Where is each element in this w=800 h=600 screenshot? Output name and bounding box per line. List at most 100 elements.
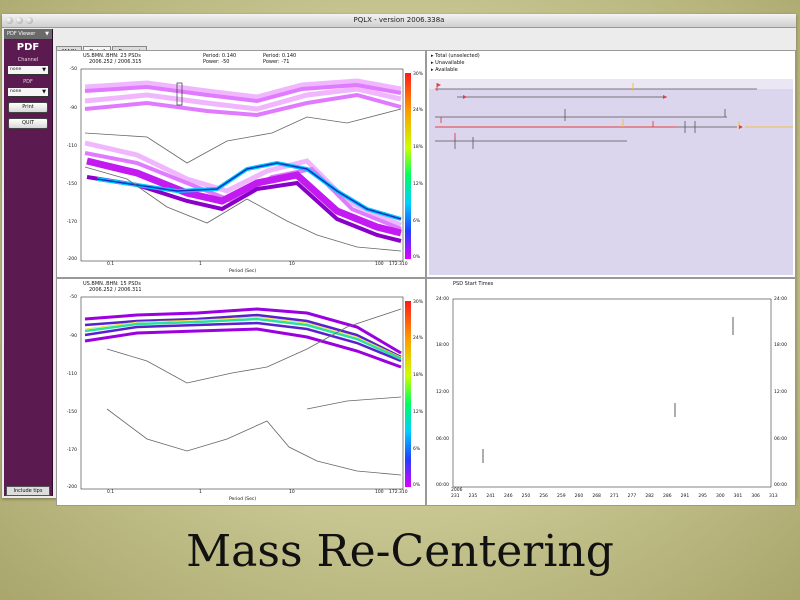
print-button[interactable]: Print: [8, 102, 48, 113]
scale-tick: 18%: [413, 373, 424, 378]
x-tick: 301: [733, 494, 743, 499]
date-range: 2006.252 / 2006.311: [89, 287, 142, 293]
y-tick-right: 12:00: [774, 390, 787, 395]
pdf-logo: PDF: [16, 42, 40, 53]
y-tick-left: 12:00: [436, 390, 449, 395]
y-tick-right: 00:00: [774, 483, 787, 488]
x-tick: 300: [716, 494, 725, 499]
plot-corner-label: 172.310: [389, 262, 408, 267]
availability-timeline: [429, 79, 793, 275]
slide-caption: Mass Re-Centering: [186, 526, 614, 577]
psd-plot-top[interactable]: US.BMN..BHN: 23 PSDs 2006.252 / 2006.315…: [56, 50, 426, 278]
station-label: US.BMN..BHN: 15 PSDs: [83, 281, 141, 287]
channel-value: none: [10, 67, 22, 72]
tab-bar: MAINDetailRecount: [56, 38, 148, 57]
color-scale-bar: [405, 73, 411, 259]
x-tick: 1: [199, 490, 202, 495]
period-readout: Period: 0.140: [203, 53, 237, 59]
scale-tick: 30%: [413, 72, 424, 77]
chevron-down-icon: ▼: [45, 31, 49, 37]
panel-title: PSD Start Times: [453, 281, 494, 287]
window-title: PQLX - version 2006.338a: [353, 16, 445, 24]
period-readout-2: Period: 0.140: [263, 53, 297, 59]
x-tick: 295: [698, 494, 707, 499]
scale-tick: 6%: [413, 219, 421, 224]
y-tick: -170: [66, 448, 77, 453]
psd-start-times-panel[interactable]: PSD Start Times 24:00 18:00 12:00 06:00 …: [426, 278, 796, 506]
pdf-viewer-menu[interactable]: PDF Viewer ▼: [4, 29, 52, 40]
psd-density-plot: [80, 296, 411, 490]
legend-label: Unavailable: [435, 60, 465, 66]
window-controls[interactable]: [6, 17, 36, 26]
y-tick: -50: [69, 295, 77, 300]
sidebar: PDF Viewer ▼ PDF Channel none ▼ PDF none…: [4, 29, 53, 496]
psd-density-plot: [80, 68, 411, 262]
x-tick: 246: [504, 494, 513, 499]
station-label: US.BMN..BHN: 23 PSDs: [83, 53, 141, 59]
y-tick: -200: [66, 485, 77, 490]
y-tick-left: 24:00: [436, 297, 449, 302]
x-tick: 100: [375, 262, 384, 267]
scale-tick: 0%: [413, 483, 421, 488]
plot-corner-label: 172.310: [389, 490, 408, 495]
x-tick-row: 231 235 241 246 250 256 259 260 268 271 277 282 286 2…: [451, 494, 778, 502]
y-tick-right: 18:00: [774, 343, 787, 348]
channel-select[interactable]: none ▼: [7, 65, 49, 75]
x-tick: 250: [521, 494, 531, 499]
y-tick-left: 06:00: [436, 437, 449, 442]
legend-item: ▸ Unavailable: [431, 60, 465, 66]
y-tick: -50: [69, 67, 77, 72]
x-tick: 271: [610, 494, 619, 499]
x-tick: 10: [289, 262, 295, 267]
power-readout-2: Power: -71: [263, 59, 290, 65]
y-tick-left: 18:00: [436, 343, 449, 348]
y-tick: -200: [66, 257, 77, 262]
y-tick: -90: [69, 334, 77, 339]
cursor-marker: [176, 82, 183, 106]
x-tick: 306: [751, 494, 760, 499]
x-axis-label: Period (Sec): [229, 497, 257, 502]
psd-mode-line: [84, 317, 402, 361]
x-tick: 259: [557, 494, 566, 499]
y-tick-right: 06:00: [774, 437, 787, 442]
pdf-viewer-label: PDF Viewer: [7, 31, 36, 37]
pdf-select[interactable]: none ▼: [7, 87, 49, 97]
channel-label: Channel: [17, 57, 39, 63]
quit-button[interactable]: QUIT: [8, 118, 48, 129]
help-button[interactable]: Include tips: [6, 486, 50, 496]
chevron-down-icon: ▼: [42, 89, 46, 95]
x-tick: 241: [486, 494, 495, 499]
y-tick: -170: [66, 220, 77, 225]
availability-panel[interactable]: ▸ Total (unselected) ▸ Unavailable ▸ Ava…: [426, 50, 796, 278]
x-tick: 277: [627, 494, 637, 499]
x-tick: 268: [592, 494, 601, 499]
scale-tick: 0%: [413, 255, 421, 260]
date-range: 2006.252 / 2006.315: [89, 59, 142, 65]
scale-tick: 24%: [413, 108, 424, 113]
legend-item: ▸ Total (unselected): [431, 53, 480, 59]
x-tick: 260: [574, 494, 584, 499]
scale-tick: 30%: [413, 300, 424, 305]
y-tick-left: 00:00: [436, 483, 449, 488]
scale-tick: 6%: [413, 447, 421, 452]
high-noise-model: [106, 308, 402, 384]
y-tick: -110: [66, 372, 77, 377]
x-tick: 291: [680, 494, 690, 499]
x-tick: 0.1: [107, 490, 115, 495]
legend-item: ▸ Available: [431, 67, 458, 73]
scale-tick: 12%: [413, 182, 424, 187]
start-times-plot: [452, 298, 772, 488]
low-noise-model: [106, 408, 402, 476]
x-tick: 286: [663, 494, 672, 499]
x-tick: 256: [539, 494, 548, 499]
x-tick: 1: [199, 262, 202, 267]
pdf-select-label: PDF: [23, 79, 33, 85]
color-scale-bar: [405, 301, 411, 487]
x-tick: 282: [645, 494, 654, 499]
power-readout: Power: -50: [203, 59, 230, 65]
x-tick: 0.1: [107, 262, 115, 267]
high-noise-model: [84, 108, 402, 164]
psd-plot-bottom[interactable]: US.BMN..BHN: 15 PSDs 2006.252 / 2006.311…: [56, 278, 426, 506]
x-axis-label: Period (Sec): [229, 269, 257, 274]
x-tick: 313: [769, 494, 778, 499]
